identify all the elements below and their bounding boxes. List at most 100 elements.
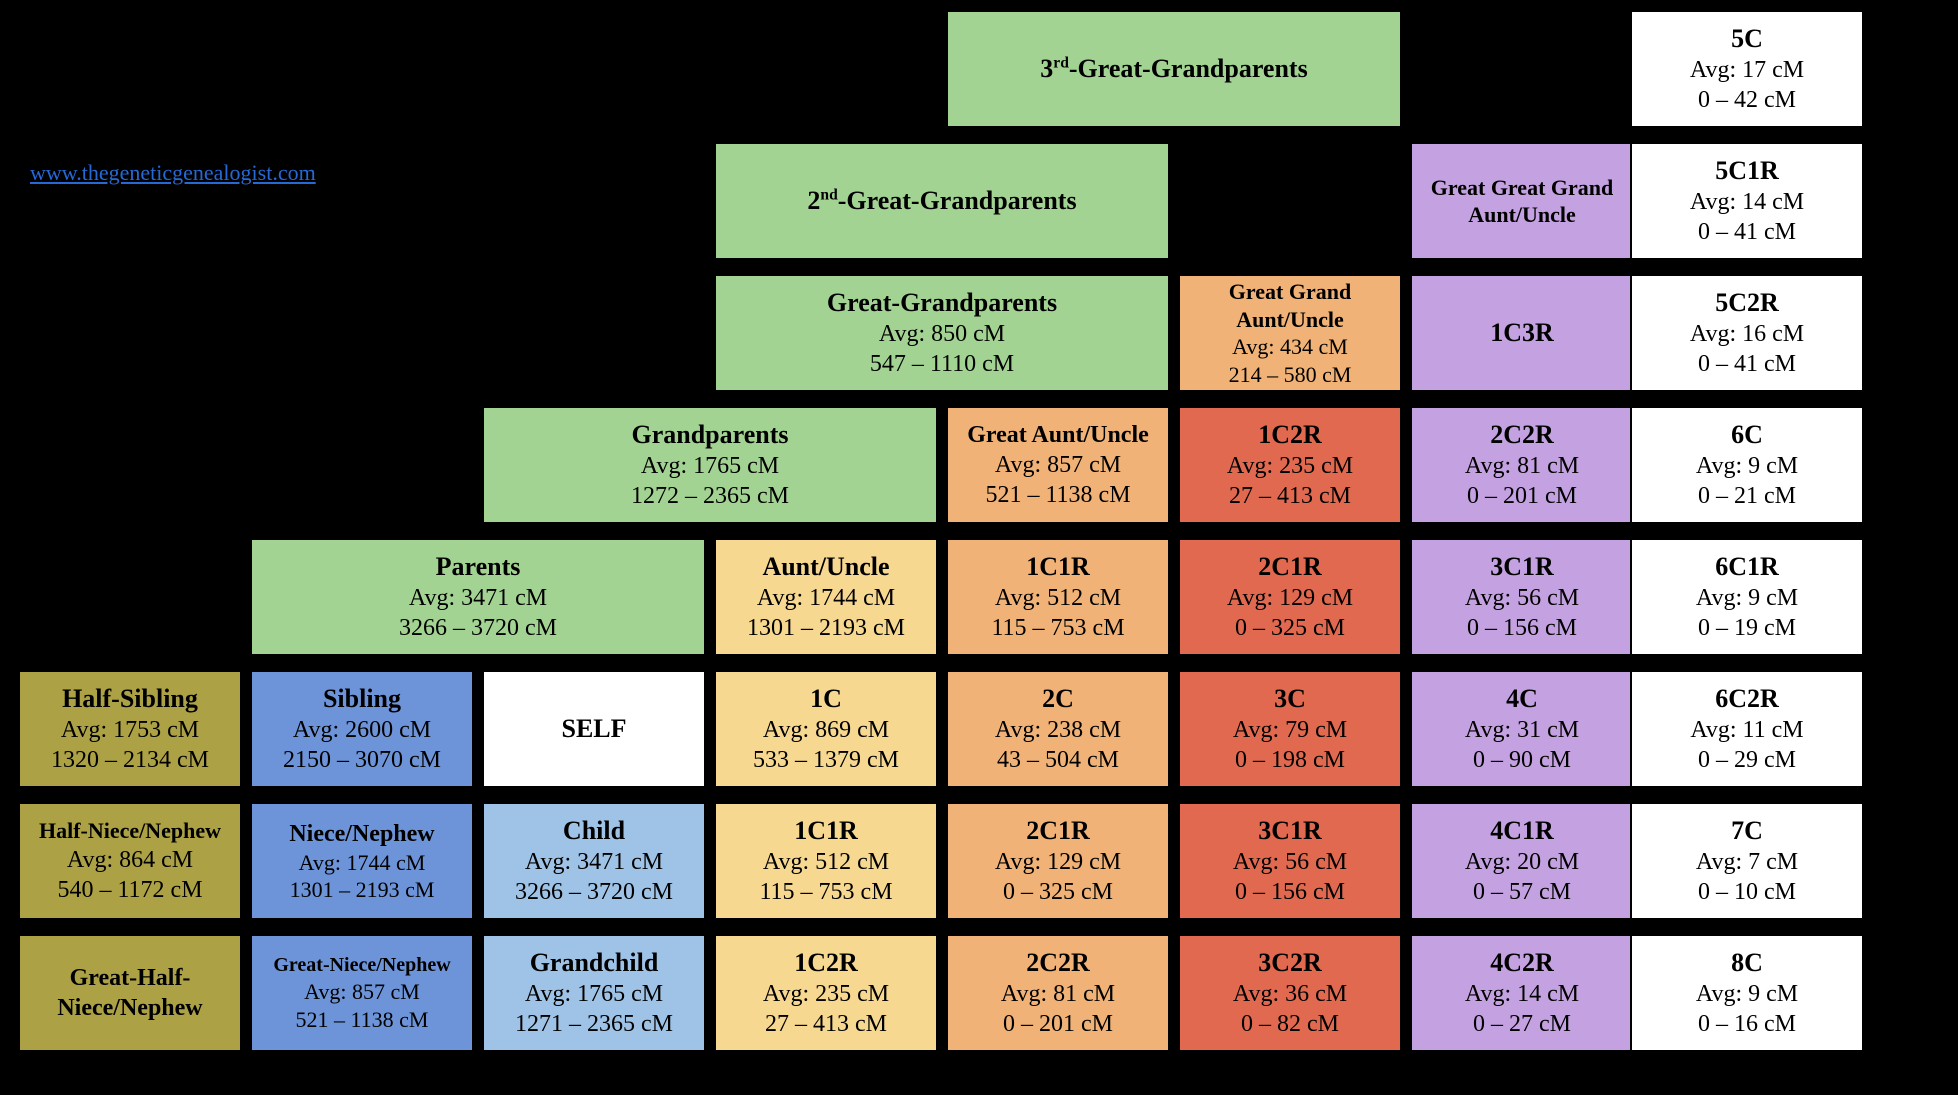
- cell-title: 5C: [1731, 23, 1763, 56]
- cell-range: 1301 – 2193 cM: [290, 876, 435, 904]
- cell-2c1r-up: 2C1R Avg: 129 cM 0 – 325 cM: [1178, 538, 1402, 656]
- cell-title: 3C1R: [1490, 551, 1554, 584]
- cell-range: 0 – 21 cM: [1698, 481, 1796, 511]
- cell-range: 0 – 27 cM: [1473, 1009, 1571, 1039]
- cell-2c: 2C Avg: 238 cM 43 – 504 cM: [946, 670, 1170, 788]
- cell-2c1r-down: 2C1R Avg: 129 cM 0 – 325 cM: [946, 802, 1170, 920]
- cell-great-great-grand-aunt-uncle: Great Great Grand Aunt/Uncle: [1410, 142, 1634, 260]
- cell-title: Sibling: [323, 683, 401, 716]
- cell-title: Aunt/Uncle: [762, 551, 889, 584]
- cell-6c: 6C Avg: 9 cM 0 – 21 cM: [1630, 406, 1864, 524]
- cell-8c: 8C Avg: 9 cM 0 – 16 cM: [1630, 934, 1864, 1052]
- cell-title: 4C1R: [1490, 815, 1554, 848]
- cell-niece-nephew: Niece/Nephew Avg: 1744 cM 1301 – 2193 cM: [250, 802, 474, 920]
- cell-avg: Avg: 3471 cM: [525, 847, 663, 877]
- cell-avg: Avg: 9 cM: [1696, 583, 1798, 613]
- cell-half-niece-nephew: Half-Niece/Nephew Avg: 864 cM 540 – 1172…: [18, 802, 242, 920]
- chart-page: www.thegeneticgenealogist.com 3rd-Great-…: [0, 0, 1958, 1095]
- cell-range: 0 – 57 cM: [1473, 877, 1571, 907]
- side-column: 5C Avg: 17 cM 0 – 42 cM 5C1R Avg: 14 cM …: [1630, 10, 1864, 1052]
- cell-avg: Avg: 17 cM: [1690, 55, 1804, 85]
- cell-avg: Avg: 81 cM: [1001, 979, 1115, 1009]
- cell-6c1r: 6C1R Avg: 9 cM 0 – 19 cM: [1630, 538, 1864, 656]
- cell-title: 1C1R: [794, 815, 858, 848]
- cell-avg: Avg: 1744 cM: [757, 583, 895, 613]
- cell-avg: Avg: 1753 cM: [61, 715, 199, 745]
- cell-7c: 7C Avg: 7 cM 0 – 10 cM: [1630, 802, 1864, 920]
- cell-avg: Avg: 9 cM: [1696, 979, 1798, 1009]
- cell-3c: 3C Avg: 79 cM 0 – 198 cM: [1178, 670, 1402, 788]
- cell-range: 0 – 16 cM: [1698, 1009, 1796, 1039]
- cell-self: SELF: [482, 670, 706, 788]
- cell-title: 2C1R: [1258, 551, 1322, 584]
- cell-avg: Avg: 1765 cM: [525, 979, 663, 1009]
- cell-avg: Avg: 1744 cM: [299, 849, 426, 877]
- cell-5c2r: 5C2R Avg: 16 cM 0 – 41 cM: [1630, 274, 1864, 392]
- cell-avg: Avg: 869 cM: [763, 715, 889, 745]
- cell-title: Great-Half-Niece/Nephew: [24, 963, 236, 1023]
- cell-2c2r-down: 2C2R Avg: 81 cM 0 – 201 cM: [946, 934, 1170, 1052]
- cell-avg: Avg: 857 cM: [304, 978, 420, 1006]
- cell-1c: 1C Avg: 869 cM 533 – 1379 cM: [714, 670, 938, 788]
- cell-range: 115 – 753 cM: [991, 613, 1124, 643]
- cell-avg: Avg: 238 cM: [995, 715, 1121, 745]
- cell-range: 0 – 10 cM: [1698, 877, 1796, 907]
- cell-title: Great-Niece/Nephew: [273, 953, 450, 978]
- cell-range: 521 – 1138 cM: [985, 480, 1130, 510]
- cell-title: 5C2R: [1715, 287, 1779, 320]
- cell-avg: Avg: 235 cM: [1227, 451, 1353, 481]
- cell-sibling: Sibling Avg: 2600 cM 2150 – 3070 cM: [250, 670, 474, 788]
- cell-avg: Avg: 7 cM: [1696, 847, 1798, 877]
- cell-range: 3266 – 3720 cM: [515, 877, 673, 907]
- cell-range: 1320 – 2134 cM: [51, 745, 209, 775]
- cell-4c: 4C Avg: 31 cM 0 – 90 cM: [1410, 670, 1634, 788]
- cell-title: 8C: [1731, 947, 1763, 980]
- cell-grandparents: Grandparents Avg: 1765 cM 1272 – 2365 cM: [482, 406, 938, 524]
- cell-2c2r-up: 2C2R Avg: 81 cM 0 – 201 cM: [1410, 406, 1634, 524]
- cell-half-sibling: Half-Sibling Avg: 1753 cM 1320 – 2134 cM: [18, 670, 242, 788]
- cell-range: 0 – 325 cM: [1003, 877, 1113, 907]
- cell-great-half-niece-nephew: Great-Half-Niece/Nephew: [18, 934, 242, 1052]
- cell-title: 2nd-Great-Grandparents: [807, 185, 1076, 218]
- cell-title: 1C3R: [1490, 317, 1554, 350]
- cell-6c2r: 6C2R Avg: 11 cM 0 – 29 cM: [1630, 670, 1864, 788]
- cell-avg: Avg: 14 cM: [1465, 979, 1579, 1009]
- cell-title: SELF: [561, 713, 626, 746]
- cell-range: 115 – 753 cM: [759, 877, 892, 907]
- cell-title: 5C1R: [1715, 155, 1779, 188]
- cell-range: 0 – 156 cM: [1235, 877, 1345, 907]
- cell-great-aunt-uncle: Great Aunt/Uncle Avg: 857 cM 521 – 1138 …: [946, 406, 1170, 524]
- cell-range: 0 – 90 cM: [1473, 745, 1571, 775]
- cell-title: 3C: [1274, 683, 1306, 716]
- cell-great-grand-aunt-uncle: Great Grand Aunt/Uncle Avg: 434 cM 214 –…: [1178, 274, 1402, 392]
- cell-range: 43 – 504 cM: [997, 745, 1119, 775]
- cell-title: Half-Niece/Nephew: [39, 817, 221, 845]
- cell-title: 6C2R: [1715, 683, 1779, 716]
- cell-title: 1C: [810, 683, 842, 716]
- cell-range: 1272 – 2365 cM: [631, 481, 789, 511]
- cell-title: Great Aunt/Uncle: [967, 420, 1149, 450]
- cell-range: 0 – 19 cM: [1698, 613, 1796, 643]
- cell-avg: Avg: 864 cM: [67, 845, 193, 875]
- cell-range: 0 – 156 cM: [1467, 613, 1577, 643]
- cell-grandchild: Grandchild Avg: 1765 cM 1271 – 2365 cM: [482, 934, 706, 1052]
- cell-1c1r-down: 1C1R Avg: 512 cM 115 – 753 cM: [714, 802, 938, 920]
- cell-avg: Avg: 850 cM: [879, 319, 1005, 349]
- cell-4c2r: 4C2R Avg: 14 cM 0 – 27 cM: [1410, 934, 1634, 1052]
- cell-range: 0 – 201 cM: [1467, 481, 1577, 511]
- cell-range: 3266 – 3720 cM: [399, 613, 557, 643]
- cell-title: 4C2R: [1490, 947, 1554, 980]
- cell-range: 521 – 1138 cM: [295, 1006, 428, 1034]
- cell-range: 1301 – 2193 cM: [747, 613, 905, 643]
- cell-range: 2150 – 3070 cM: [283, 745, 441, 775]
- cell-avg: Avg: 129 cM: [1227, 583, 1353, 613]
- cell-avg: Avg: 434 cM: [1232, 333, 1348, 361]
- cell-avg: Avg: 11 cM: [1690, 715, 1803, 745]
- cell-1c1r-up: 1C1R Avg: 512 cM 115 – 753 cM: [946, 538, 1170, 656]
- cell-range: 0 – 325 cM: [1235, 613, 1345, 643]
- cell-avg: Avg: 79 cM: [1233, 715, 1347, 745]
- cell-title: 2C2R: [1026, 947, 1090, 980]
- cell-3rd-great-grandparents: 3rd-Great-Grandparents: [946, 10, 1402, 128]
- cell-title: Great Great Grand Aunt/Uncle: [1416, 174, 1628, 229]
- cell-range: 0 – 42 cM: [1698, 85, 1796, 115]
